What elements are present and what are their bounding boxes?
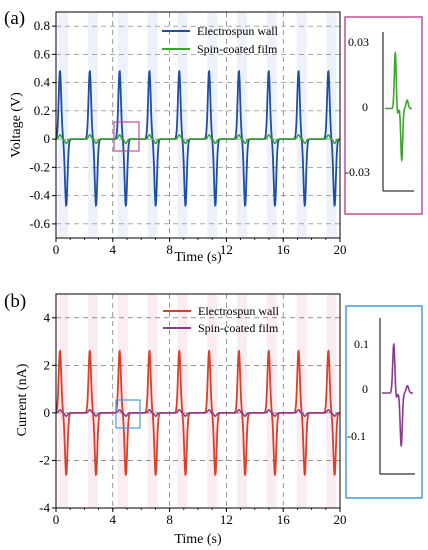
x-tick-label: 8 <box>166 242 173 257</box>
y-tick-label: 0 <box>44 131 51 146</box>
x-tick-label: 0 <box>53 512 60 527</box>
inset-b-border <box>345 305 423 499</box>
panel-a-zoom-box <box>113 121 140 152</box>
y-tick-label: 0.4 <box>34 75 51 90</box>
x-tick-label: 12 <box>220 512 233 527</box>
panel-b-y-ticks: 4 2 0 -2 -4 <box>39 310 56 515</box>
y-tick-label: -4 <box>39 500 50 515</box>
x-tick-label: 4 <box>110 512 117 527</box>
panel-a-xlabel: Time (s) <box>174 250 222 265</box>
y-tick-label: 4 <box>44 310 51 325</box>
legend-b-electrospun-label: Electrospun wall <box>198 304 280 318</box>
y-tick-label: 0 <box>44 405 51 420</box>
x-tick-label: 12 <box>220 242 233 257</box>
legend-b-spin-label: Spin-coated film <box>198 321 279 335</box>
series-line-spin-coated <box>55 134 340 145</box>
series-line-spin-coated <box>55 409 340 417</box>
y-tick-label: 0.8 <box>34 18 50 33</box>
inset-b-tick-top: 0.1 <box>354 337 369 351</box>
panel-a-series-lines <box>55 69 341 208</box>
y-tick-label: 0.6 <box>34 46 51 61</box>
y-tick-label: -0.6 <box>29 216 50 231</box>
inset-b-spin-trace <box>382 342 413 448</box>
panel-b-inset: 0.1 0 -0.1 <box>345 305 423 499</box>
legend-a-electrospun-label: Electrospun wall <box>197 24 279 38</box>
legend-a-spin-label: Spin-coated film <box>197 42 278 56</box>
panel-a-ylabel: Voltage (V) <box>9 92 24 158</box>
panel-a-y-ticks: 0.8 0.6 0.4 0.2 0 -0.2 -0.4 -0.6 <box>29 18 56 231</box>
panel-b-tag: (b) <box>4 291 26 312</box>
inset-a-spin-trace <box>385 50 412 163</box>
x-tick-label: 20 <box>334 512 347 527</box>
x-tick-label: 16 <box>277 242 291 257</box>
panel-b-legend: Electrospun wall Spin-coated film <box>163 304 280 335</box>
inset-b-tick-bottom: -0.1 <box>347 429 366 443</box>
panel-b-series-lines <box>55 349 340 477</box>
x-tick-label: 20 <box>334 242 347 257</box>
inset-a-tick-zero: 0 <box>362 100 368 114</box>
x-tick-label: 8 <box>166 512 173 527</box>
panel-b: (b) 420-2-4 0 4 8 12 16 20 Current (nA) Time … <box>4 291 423 547</box>
y-tick-label: -0.2 <box>29 159 50 174</box>
panel-a-tag: (a) <box>4 8 25 29</box>
inset-b-tick-zero: 0 <box>362 382 368 396</box>
y-tick-label: -0.4 <box>29 188 50 203</box>
panel-a-legend: Electrospun wall Spin-coated film <box>162 24 279 56</box>
panel-a: (a) 0.80.60.40.20-0.2-0.4-0.6 0 4 8 12 16 20 … <box>4 8 423 265</box>
x-tick-label: 0 <box>53 242 60 257</box>
panel-b-x-ticks: 0 4 8 12 16 20 <box>53 508 347 527</box>
inset-a-tick-top: 0.03 <box>348 35 369 49</box>
panel-b-ylabel: Current (nA) <box>15 363 30 436</box>
panel-b-xlabel: Time (s) <box>174 532 222 547</box>
panel-a-inset: 0.03 0 -0.03 <box>344 16 423 215</box>
y-tick-label: -2 <box>39 452 50 467</box>
y-tick-label: 2 <box>44 357 51 372</box>
panel-b-zoom-box <box>115 399 141 429</box>
x-tick-label: 16 <box>277 512 291 527</box>
x-tick-label: 4 <box>110 242 117 257</box>
y-tick-label: 0.2 <box>34 103 50 118</box>
panel-a-x-ticks: 0 4 8 12 16 20 <box>53 238 347 257</box>
inset-a-tick-bottom: -0.03 <box>345 165 370 179</box>
